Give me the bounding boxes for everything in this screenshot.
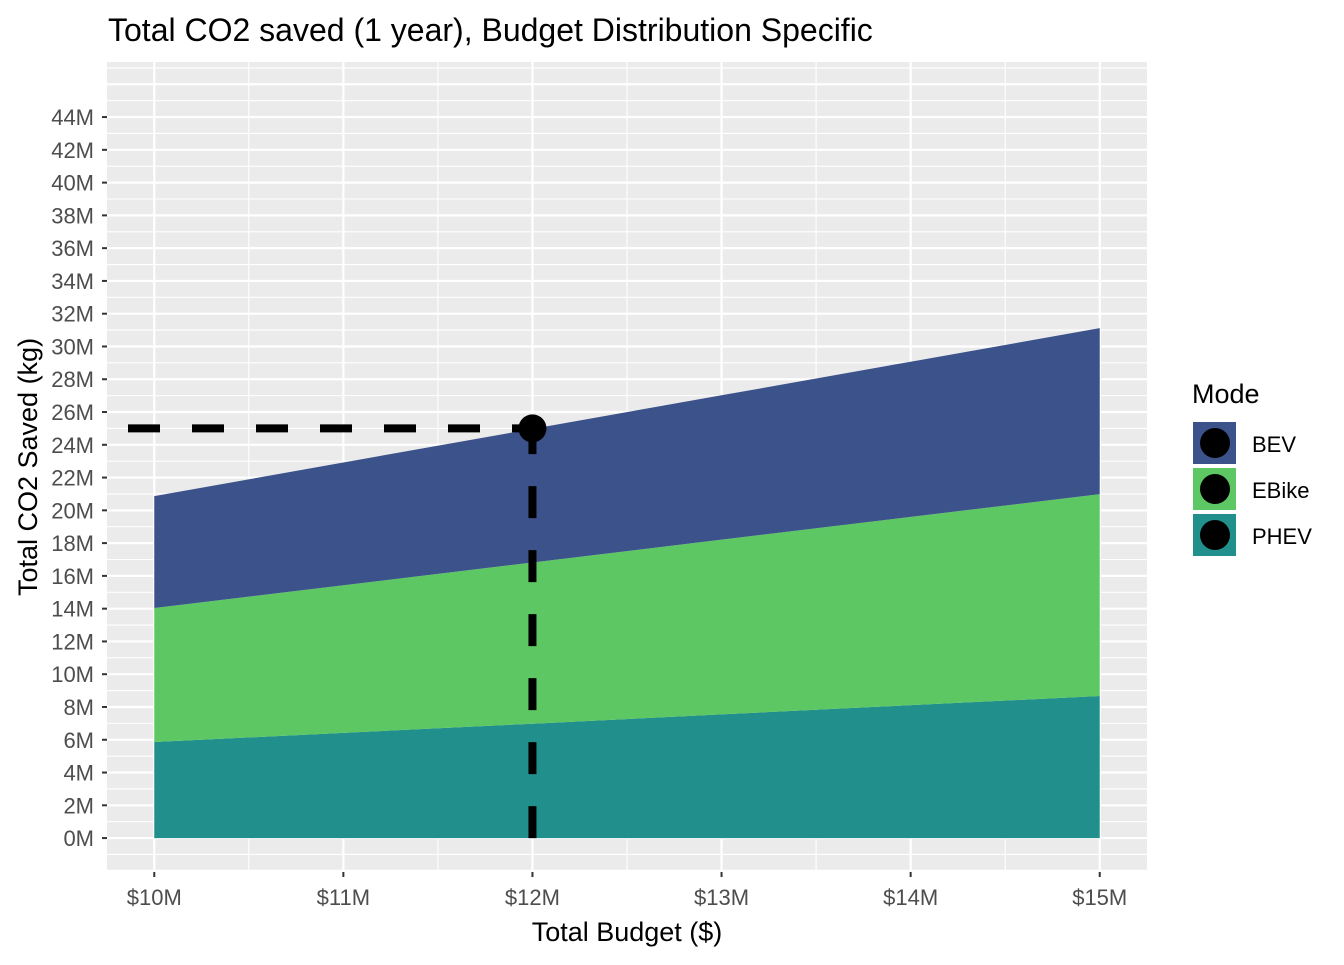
x-axis: $10M $11M $12M $13M $14M $15M: [127, 872, 1127, 910]
y-tick-label: 32M: [51, 302, 94, 327]
y-tick-label: 30M: [51, 334, 94, 359]
x-tick-label: $15M: [1072, 885, 1127, 910]
legend-label: PHEV: [1252, 524, 1312, 549]
y-tick-label: 22M: [51, 466, 94, 491]
y-tick-label: 24M: [51, 433, 94, 458]
y-axis-label: Total CO2 Saved (kg): [13, 338, 43, 596]
area-bev: [154, 328, 1100, 609]
area-series: [154, 328, 1100, 839]
legend-point-icon: [1200, 520, 1230, 550]
y-tick-label: 42M: [51, 138, 94, 163]
x-axis-label: Total Budget ($): [532, 917, 723, 947]
x-tick-label: $10M: [127, 885, 182, 910]
legend-point-icon: [1200, 474, 1230, 504]
y-tick-label: 6M: [63, 728, 94, 753]
area-ebike: [154, 494, 1100, 743]
chart-title: Total CO2 saved (1 year), Budget Distrib…: [108, 12, 873, 48]
y-tick-label: 36M: [51, 236, 94, 261]
x-tick-label: $13M: [694, 885, 749, 910]
highlight-point: [518, 414, 547, 443]
legend-label: BEV: [1252, 432, 1296, 457]
y-tick-label: 16M: [51, 564, 94, 589]
y-tick-label: 8M: [63, 695, 94, 720]
highlight-annotation: [128, 414, 547, 839]
y-tick-label: 28M: [51, 367, 94, 392]
y-tick-label: 38M: [51, 203, 94, 228]
y-tick-label: 10M: [51, 662, 94, 687]
legend-point-icon: [1200, 428, 1230, 458]
legend-label: EBike: [1252, 478, 1309, 503]
y-tick-label: 18M: [51, 531, 94, 556]
legend-title: Mode: [1192, 379, 1260, 409]
y-tick-label: 4M: [63, 761, 94, 786]
y-tick-label: 20M: [51, 498, 94, 523]
legend: Mode BEV EBike PHEV: [1192, 379, 1312, 556]
y-axis: 0M 2M 4M 6M 8M 10M 12M 14M 16M 18M 20M 22M 24M 26M 28M…: [51, 105, 107, 851]
x-tick-label: $11M: [317, 885, 370, 910]
area-phev: [154, 696, 1100, 839]
y-tick-label: 2M: [63, 793, 94, 818]
x-tick-label: $12M: [505, 885, 560, 910]
y-tick-label: 14M: [51, 597, 94, 622]
y-tick-label: 34M: [51, 269, 94, 294]
y-tick-label: 12M: [51, 629, 94, 654]
y-tick-label: 44M: [51, 105, 94, 130]
y-tick-label: 40M: [51, 171, 94, 196]
x-tick-label: $14M: [883, 885, 938, 910]
y-tick-label: 0M: [63, 826, 94, 851]
y-tick-label: 26M: [51, 400, 94, 425]
